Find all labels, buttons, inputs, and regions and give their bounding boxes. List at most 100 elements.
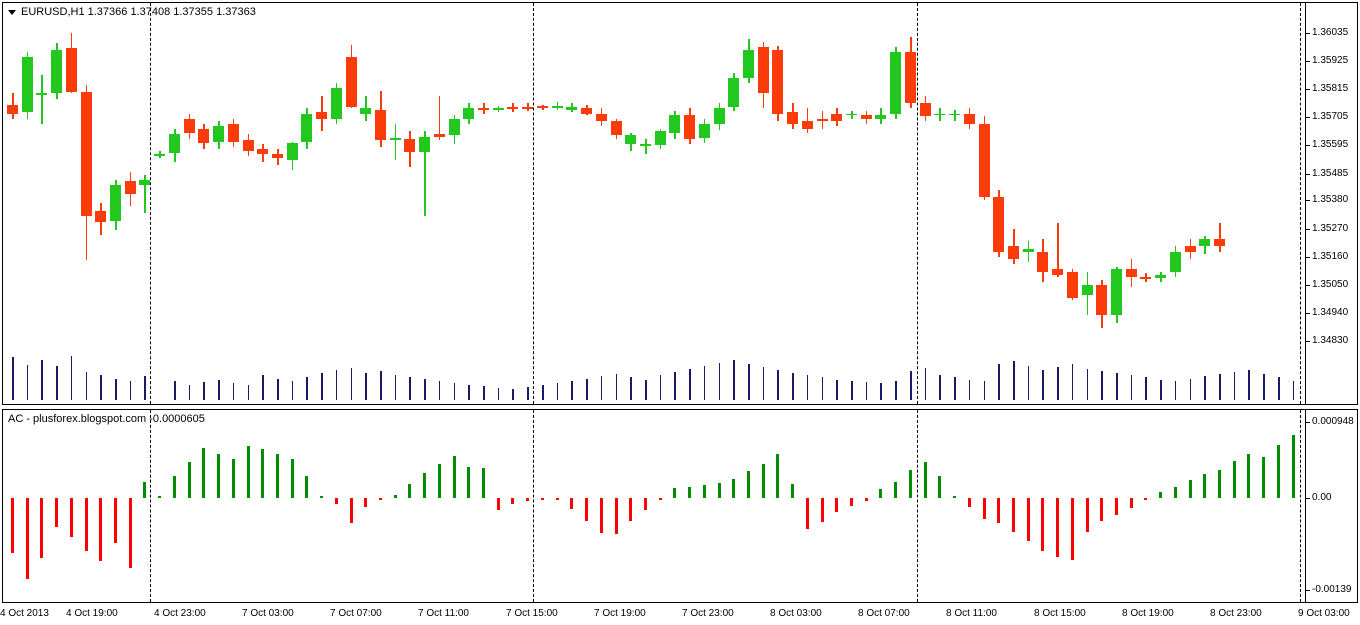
candle-body: [566, 107, 578, 110]
candle-body: [963, 113, 975, 124]
ac-histogram-bar: [776, 453, 780, 498]
ac-histogram-bar: [850, 497, 854, 506]
candle-body: [1140, 277, 1152, 279]
time-axis-label: 8 Oct 07:00: [858, 608, 910, 619]
ac-plot-area[interactable]: [3, 410, 1306, 602]
session-separator-line: [533, 410, 534, 602]
candle-wick: [1012, 228, 1015, 265]
candlestick: [492, 3, 504, 404]
volume-bar: [218, 379, 220, 400]
ac-histogram-bar: [1218, 469, 1222, 498]
candle-body: [198, 128, 210, 143]
candle-wick: [438, 95, 441, 141]
candlestick: [1022, 3, 1034, 404]
candlestick: [183, 3, 195, 404]
ac-histogram-bar: [158, 496, 162, 499]
ac-histogram-bar: [55, 497, 59, 528]
candle-body: [639, 144, 651, 146]
ac-indicator-panel[interactable]: 0.000948 0.00 -0.00139 AC - plusforex.blog…: [2, 409, 1358, 603]
ac-histogram-bar: [1203, 474, 1207, 498]
ac-histogram-bar: [1056, 497, 1060, 557]
volume-bar: [674, 372, 676, 400]
ac-histogram-bar: [614, 497, 618, 534]
ac-scale-axis[interactable]: 0.000948 0.00 -0.00139: [1305, 410, 1357, 602]
ac-histogram-bar: [379, 497, 382, 500]
ac-histogram-bar: [511, 497, 515, 505]
candlestick: [330, 3, 342, 404]
candlestick: [743, 3, 754, 404]
candle-wick: [1027, 241, 1030, 262]
candle-wick: [394, 123, 397, 160]
volume-bar: [56, 366, 58, 400]
candle-body: [934, 113, 946, 116]
ac-histogram-bar: [334, 497, 338, 504]
price-chart-panel[interactable]: 1.36035 1.35925 1.35815 1.35705 1.35595 1.354…: [2, 2, 1358, 405]
volume-bar: [865, 381, 868, 400]
candlestick: [993, 3, 1005, 404]
volume-bar: [1204, 376, 1206, 400]
time-axis-label: 7 Oct 15:00: [506, 608, 558, 619]
volume-bar: [1101, 371, 1103, 400]
price-plot-area[interactable]: [3, 3, 1306, 404]
ac-histogram-bar: [688, 486, 692, 498]
candlestick: [316, 3, 328, 404]
volume-bar: [1277, 377, 1280, 400]
ac-histogram-bar: [879, 488, 883, 498]
candle-body: [463, 108, 475, 119]
volume-bar: [792, 373, 794, 400]
volume-bar: [335, 370, 338, 400]
candle-body: [890, 52, 902, 114]
candlestick: [286, 3, 298, 404]
volume-bar: [998, 364, 1000, 400]
candle-body: [1155, 274, 1167, 279]
candlestick: [610, 3, 622, 404]
candlestick: [301, 3, 313, 404]
volume-bar: [571, 380, 573, 400]
volume-bar: [468, 384, 470, 400]
time-axis-label: 4 Oct 19:00: [66, 608, 118, 619]
volume-bar: [1042, 370, 1044, 400]
ac-histogram-bar: [717, 483, 721, 498]
candle-body: [21, 57, 33, 113]
candlestick: [875, 3, 887, 404]
price-axis-tick: 1.34830: [1306, 335, 1357, 346]
volume-bar: [924, 368, 927, 400]
candlestick: [110, 3, 122, 404]
volume-bar: [85, 372, 88, 400]
ac-histogram-bar: [172, 475, 176, 498]
candle-body: [1199, 238, 1211, 247]
price-axis-tick: 1.36035: [1306, 28, 1357, 38]
candle-body: [1169, 251, 1181, 272]
candlestick: [80, 3, 92, 404]
volume-bar: [600, 376, 603, 400]
candlestick: [21, 3, 33, 404]
candlestick: [536, 3, 548, 404]
volume-bar: [380, 371, 382, 400]
candlestick: [154, 3, 166, 404]
candle-wick: [144, 174, 147, 214]
candlestick: [669, 3, 681, 404]
candlestick: [1037, 3, 1049, 404]
candlestick: [1111, 3, 1122, 404]
time-axis-label: 4 Oct 2013: [0, 608, 49, 619]
volume-bar: [895, 380, 897, 400]
candle-wick: [41, 75, 44, 124]
candle-body: [1052, 269, 1064, 275]
volume-bar: [527, 386, 529, 400]
price-scale-axis[interactable]: 1.36035 1.35925 1.35815 1.35705 1.35595 1.354…: [1305, 3, 1357, 404]
volume-bar: [821, 377, 824, 400]
ac-histogram-bar: [84, 497, 88, 551]
candle-body: [846, 113, 858, 116]
candle-wick: [806, 108, 809, 133]
candle-body: [80, 91, 92, 216]
candlestick: [375, 3, 386, 404]
ac-histogram-bar: [467, 466, 471, 498]
candlestick: [963, 3, 975, 404]
time-axis[interactable]: 4 Oct 2013 4 Oct 19:00 4 Oct 23:00 7 Oct 03…: [0, 604, 1360, 625]
chevron-down-icon[interactable]: [8, 9, 16, 15]
ac-histogram-bar: [658, 497, 662, 500]
ac-axis-tick: 0.000948: [1306, 417, 1357, 427]
candle-body: [978, 123, 990, 197]
volume-bar: [512, 388, 515, 400]
candlestick: [684, 3, 696, 404]
